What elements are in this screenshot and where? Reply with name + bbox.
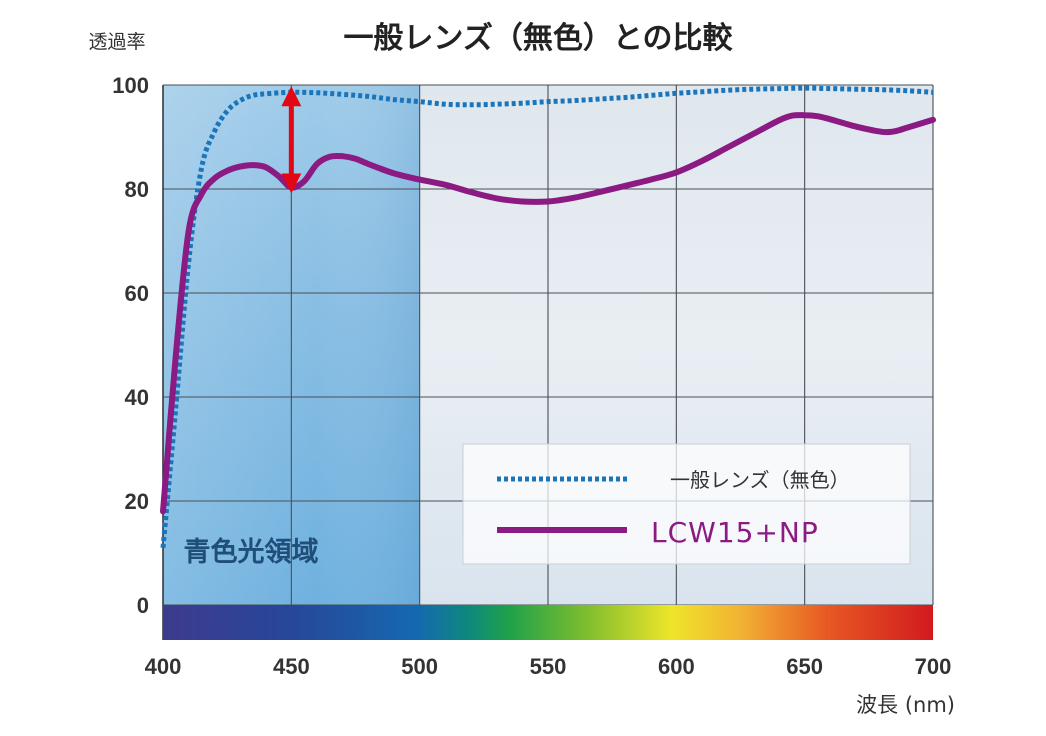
- x-tick-label: 550: [530, 654, 567, 679]
- x-tick-label: 500: [401, 654, 438, 679]
- y-tick-label: 80: [125, 177, 149, 202]
- series-line-1: [160, 85, 934, 549]
- x-tick-labels: 400 450 500 550 600 650 700: [145, 654, 952, 679]
- y-tick-label: 20: [125, 489, 149, 514]
- y-tick-label: 0: [137, 593, 149, 618]
- x-tick-label: 450: [273, 654, 310, 679]
- y-axis-label: 透過率: [88, 31, 145, 53]
- x-tick-label: 400: [145, 654, 182, 679]
- spectrum-bar: [163, 605, 933, 640]
- legend-label-series-1: 一般レンズ（無色）: [670, 468, 850, 492]
- region-label: 青色光領域: [184, 536, 319, 568]
- series-layer: [160, 85, 936, 549]
- y-tick-labels: 100 80 60 40 20 0: [112, 73, 149, 618]
- x-axis-label: 波長 (nm): [856, 693, 955, 717]
- y-tick-label: 60: [125, 281, 149, 306]
- series-line-2: [160, 112, 936, 515]
- legend-label-series-2: LCW15+NP: [651, 516, 819, 549]
- x-tick-label: 650: [786, 654, 823, 679]
- legend-box: [462, 443, 911, 565]
- x-tick-label: 600: [658, 654, 695, 679]
- legend: 一般レンズ（無色） LCW15+NP: [462, 443, 911, 565]
- y-tick-label: 100: [112, 73, 149, 98]
- y-tick-label: 40: [125, 385, 149, 410]
- x-tick-label: 700: [915, 654, 952, 679]
- chart-title: 一般レンズ（無色）との比較: [343, 21, 733, 56]
